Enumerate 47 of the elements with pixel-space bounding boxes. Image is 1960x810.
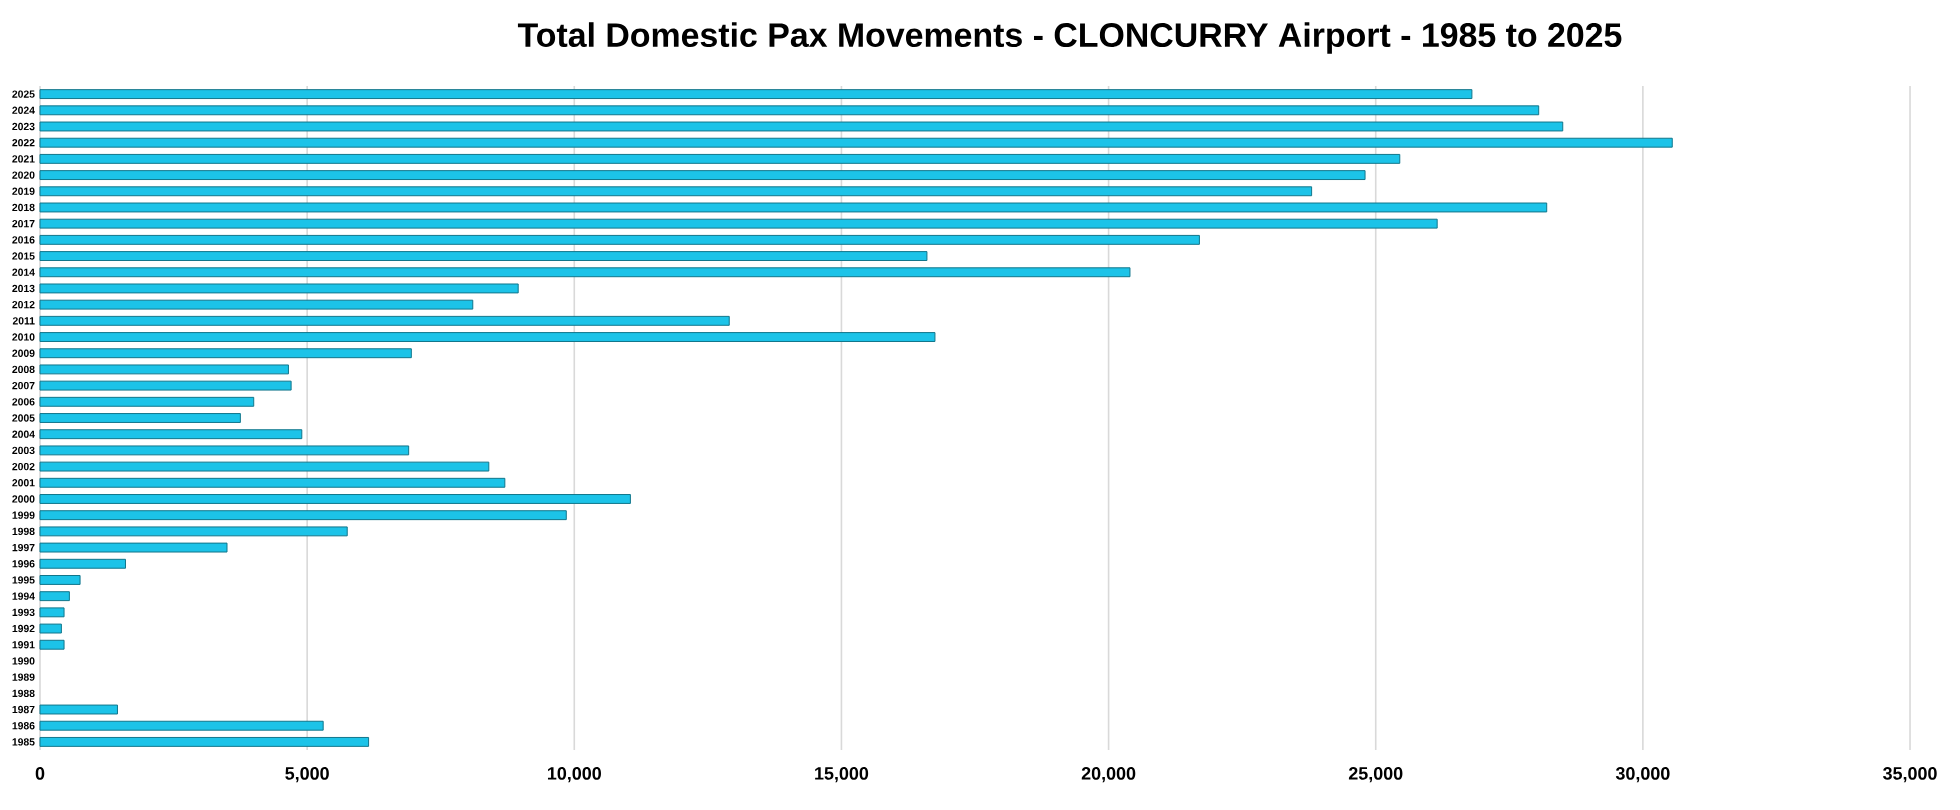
bar (39, 445, 410, 456)
bar (39, 510, 567, 521)
bar (39, 153, 1401, 164)
bar (39, 364, 289, 375)
bar (39, 105, 1540, 116)
x-tick-label: 35,000 (1883, 767, 1937, 783)
bar (39, 494, 631, 504)
bar (39, 332, 936, 342)
bar (39, 299, 474, 310)
bar (39, 348, 412, 359)
bar (39, 607, 65, 618)
bar (39, 591, 70, 602)
bar (39, 736, 370, 747)
bar (39, 121, 1564, 132)
bar (39, 283, 519, 294)
bar (39, 202, 1548, 213)
bar (39, 623, 62, 634)
bar (39, 396, 255, 407)
x-tick-label: 30,000 (1615, 767, 1670, 783)
bar (39, 429, 303, 440)
x-tick-label: 5,000 (285, 767, 329, 783)
x-tick-label: 15,000 (815, 767, 869, 783)
x-tick-label: 25,000 (1348, 767, 1403, 783)
bar (39, 186, 1313, 197)
chart-title: Total Domestic Pax Movements - CLONCURRY Airport - 1985 to 2025 (517, 22, 1622, 54)
bar (39, 170, 1366, 181)
bar (39, 639, 65, 650)
bar (39, 704, 118, 715)
bar (39, 267, 1131, 278)
x-tick-label: 20,000 (1081, 767, 1136, 783)
bar (39, 720, 324, 731)
bar (39, 251, 928, 262)
bar (39, 218, 1438, 229)
bar (39, 477, 506, 488)
bar (39, 526, 348, 537)
x-tick-label: 0 (35, 767, 45, 780)
bar (39, 575, 81, 585)
bar (39, 380, 292, 391)
bar (39, 558, 126, 569)
bar (39, 315, 730, 326)
bar (39, 413, 241, 423)
bar (39, 542, 228, 553)
bar (39, 137, 1673, 148)
bar (39, 89, 1473, 100)
bar (39, 234, 1200, 245)
bar (39, 461, 490, 472)
x-tick-label: 10,000 (547, 767, 601, 783)
